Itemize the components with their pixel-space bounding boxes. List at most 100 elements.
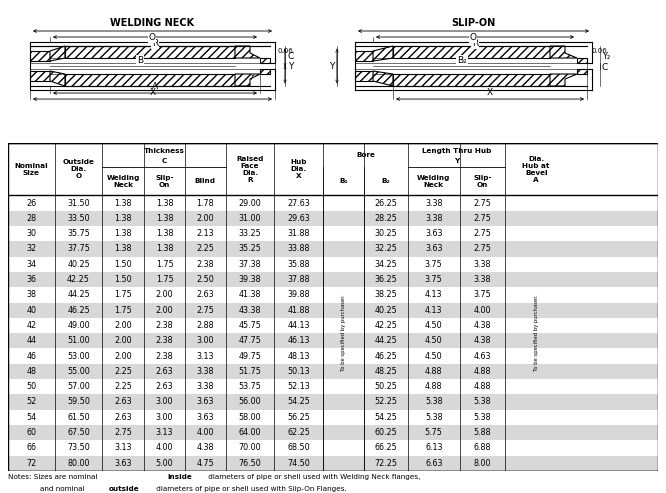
Text: Dia.
Hub at
Bevel
A: Dia. Hub at Bevel A: [522, 156, 550, 183]
Text: 1.38: 1.38: [115, 229, 132, 238]
Text: B: B: [137, 56, 143, 65]
Polygon shape: [50, 46, 65, 61]
Text: 66.25: 66.25: [374, 443, 398, 453]
Text: 76.50: 76.50: [238, 458, 262, 468]
Text: 4.63: 4.63: [474, 352, 492, 360]
Text: 2.75: 2.75: [474, 245, 492, 253]
Text: 49.75: 49.75: [238, 352, 262, 360]
Polygon shape: [260, 69, 270, 74]
Text: 1.38: 1.38: [115, 199, 132, 208]
Bar: [8, 226, 658, 241]
Text: R: R: [152, 39, 158, 48]
Text: 2.38: 2.38: [196, 260, 214, 269]
Text: 29.63: 29.63: [288, 214, 310, 223]
Text: 2.75: 2.75: [474, 214, 492, 223]
Text: 2.63: 2.63: [156, 382, 173, 391]
Text: 3.00: 3.00: [196, 336, 214, 345]
Text: 2.00: 2.00: [115, 321, 132, 330]
Text: 2.63: 2.63: [115, 413, 132, 422]
Bar: [8, 287, 658, 303]
Text: 4.13: 4.13: [425, 306, 442, 315]
Polygon shape: [577, 58, 587, 63]
Text: 47.75: 47.75: [238, 336, 262, 345]
Text: 53.75: 53.75: [238, 382, 262, 391]
Text: 1.38: 1.38: [156, 214, 173, 223]
Text: 3.13: 3.13: [196, 352, 214, 360]
Text: C: C: [288, 51, 294, 61]
Text: 2.63: 2.63: [196, 290, 214, 299]
Text: 1.50: 1.50: [115, 275, 132, 284]
Text: 54.25: 54.25: [288, 397, 310, 406]
Text: 1.75: 1.75: [156, 260, 174, 269]
Text: 35.75: 35.75: [67, 229, 90, 238]
Text: 4.88: 4.88: [425, 382, 442, 391]
Bar: [8, 440, 658, 456]
Text: 2.25: 2.25: [115, 367, 133, 376]
Text: 31.00: 31.00: [239, 214, 261, 223]
Bar: [8, 364, 658, 379]
Text: 40.25: 40.25: [374, 306, 398, 315]
Text: 2.00: 2.00: [115, 336, 132, 345]
Text: 54.25: 54.25: [374, 413, 398, 422]
Text: WELDING NECK: WELDING NECK: [110, 18, 194, 28]
Text: 27.63: 27.63: [288, 199, 310, 208]
Text: 3.00: 3.00: [156, 413, 173, 422]
Text: 3.00: 3.00: [156, 397, 173, 406]
Polygon shape: [355, 51, 373, 61]
Text: 1.75: 1.75: [115, 306, 133, 315]
Text: 3.63: 3.63: [196, 413, 214, 422]
Text: C: C: [602, 63, 608, 71]
Text: 28.25: 28.25: [374, 214, 398, 223]
Text: 67.50: 67.50: [67, 428, 90, 437]
Text: O: O: [149, 33, 155, 42]
Text: Nominal
Size: Nominal Size: [15, 163, 48, 176]
Text: 2.63: 2.63: [115, 397, 132, 406]
Text: 5.88: 5.88: [474, 428, 492, 437]
Polygon shape: [393, 46, 550, 58]
Text: 26: 26: [27, 199, 37, 208]
Bar: [8, 211, 658, 226]
Text: 37.75: 37.75: [67, 245, 90, 253]
Text: Blind: Blind: [194, 178, 216, 184]
Text: 4.50: 4.50: [425, 352, 443, 360]
Text: 32.25: 32.25: [374, 245, 398, 253]
Text: 52.25: 52.25: [374, 397, 398, 406]
Text: 54: 54: [27, 413, 37, 422]
Bar: [8, 425, 658, 440]
Text: 3.75: 3.75: [425, 260, 443, 269]
Text: 49.00: 49.00: [67, 321, 90, 330]
Text: 68.50: 68.50: [288, 443, 310, 453]
Text: 1.75: 1.75: [156, 275, 174, 284]
Text: 4.00: 4.00: [156, 443, 173, 453]
Text: 33.50: 33.50: [67, 214, 90, 223]
Text: 2.38: 2.38: [156, 321, 173, 330]
Polygon shape: [235, 74, 260, 86]
Text: 5.00: 5.00: [156, 458, 173, 468]
Text: 2.75: 2.75: [474, 199, 492, 208]
Text: 72: 72: [26, 458, 37, 468]
Text: 51.00: 51.00: [67, 336, 90, 345]
Text: diameters of pipe or shell used with Slip-On Flanges.: diameters of pipe or shell used with Sli…: [155, 486, 347, 492]
Text: Welding
Neck: Welding Neck: [417, 175, 450, 187]
Text: 3.13: 3.13: [115, 443, 132, 453]
Bar: [8, 241, 658, 257]
Text: 60.25: 60.25: [374, 428, 398, 437]
Text: 51.75: 51.75: [238, 367, 262, 376]
Text: 36: 36: [27, 275, 37, 284]
Text: Y: Y: [288, 62, 294, 70]
Text: 3.63: 3.63: [425, 229, 442, 238]
Text: 2.75: 2.75: [474, 229, 492, 238]
Text: 50.13: 50.13: [288, 367, 310, 376]
Text: 39.88: 39.88: [288, 290, 310, 299]
Text: Notes: Sizes are nominal: Notes: Sizes are nominal: [8, 474, 100, 480]
Text: 46.13: 46.13: [288, 336, 310, 345]
Bar: [8, 195, 658, 211]
Polygon shape: [260, 58, 270, 63]
Text: 3.38: 3.38: [425, 214, 442, 223]
Text: 55.00: 55.00: [67, 367, 90, 376]
Text: 2.38: 2.38: [156, 352, 173, 360]
Text: 29.00: 29.00: [238, 199, 262, 208]
Text: 2.38: 2.38: [156, 336, 173, 345]
Text: R: R: [472, 39, 478, 48]
Text: Y: Y: [328, 62, 334, 70]
